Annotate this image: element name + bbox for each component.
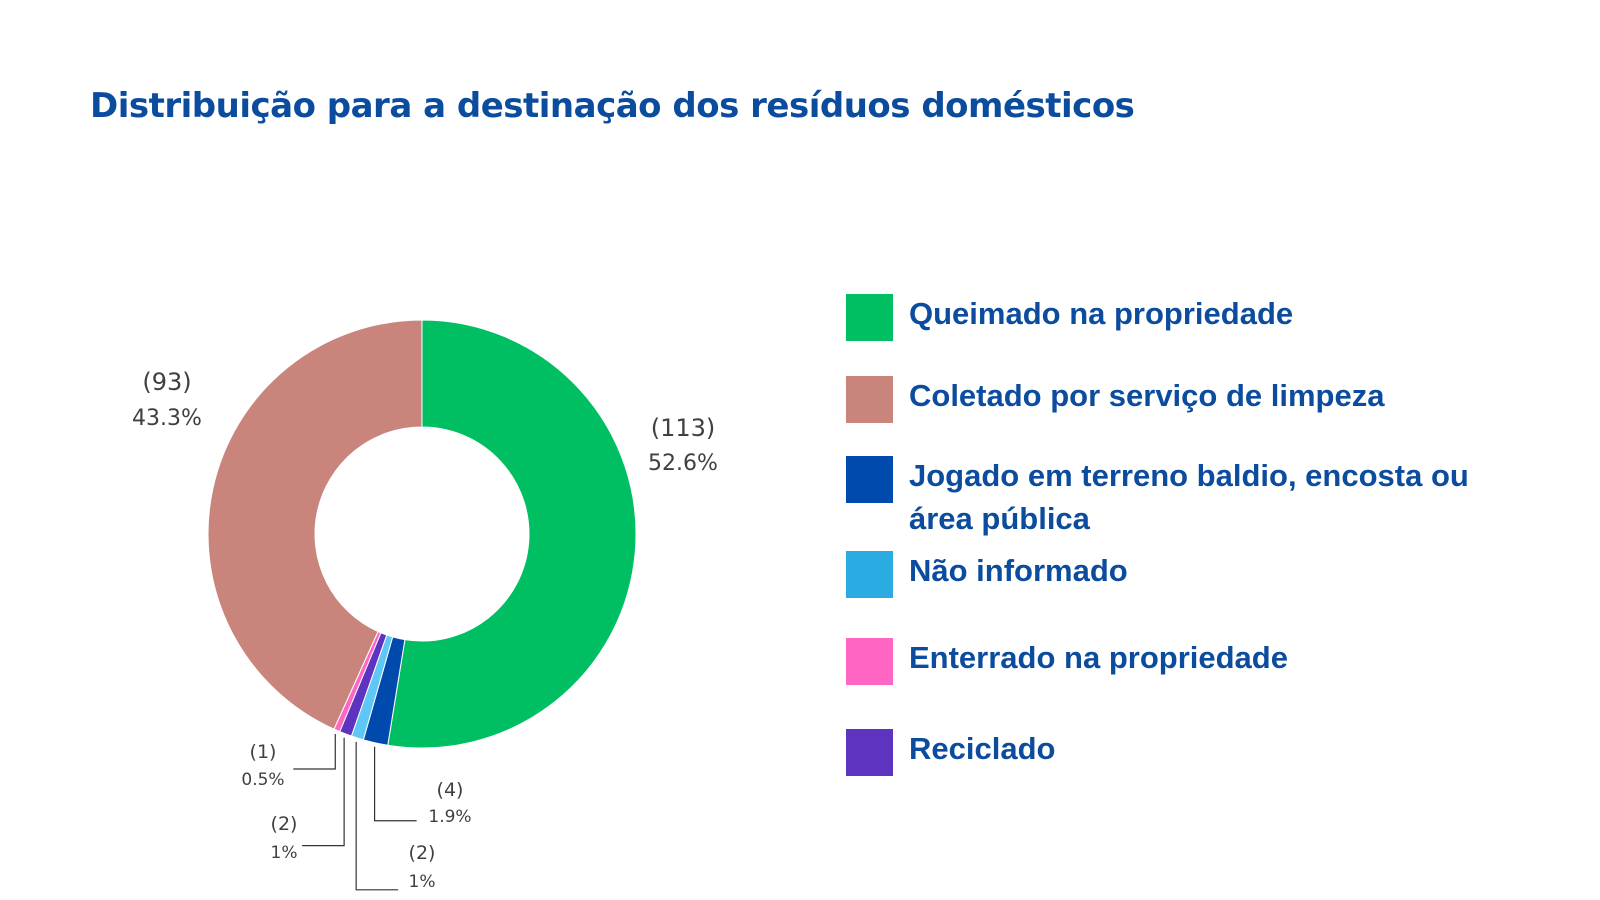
legend-label: Queimado na propriedade: [909, 296, 1294, 331]
leader-line: [293, 734, 336, 770]
legend-swatch: [846, 376, 893, 423]
legend-label: Reciclado: [909, 731, 1056, 766]
data-label-count: (93): [142, 368, 191, 396]
data-label-percent: 1%: [409, 872, 436, 892]
legend: Queimado na propriedade Coletado por ser…: [846, 0, 1566, 900]
donut-slices: [207, 319, 637, 749]
donut-chart: (113) 52.6% (4) 1.9% (2) 1% (2) 1% (1) 0.5% (93) 43…: [132, 319, 718, 892]
data-label-percent: 1%: [271, 843, 298, 863]
legend-label: Jogado em terreno baldio, encosta ou áre…: [909, 458, 1469, 536]
leader-line: [302, 737, 345, 847]
donut-slice: [387, 319, 637, 749]
legend-swatch: [846, 638, 893, 685]
legend-swatch: [846, 729, 893, 776]
legend-label: Enterrado na propriedade: [909, 640, 1288, 675]
donut-slice: [207, 319, 423, 730]
leader-line: [355, 741, 399, 891]
data-label-count: (2): [271, 813, 298, 835]
legend-swatch: [846, 456, 893, 503]
legend-label: Coletado por serviço de limpeza: [909, 378, 1385, 413]
data-label-count: (113): [651, 414, 716, 442]
data-label-percent: 0.5%: [241, 770, 284, 790]
data-label-percent: 52.6%: [648, 451, 718, 476]
data-label-percent: 43.3%: [132, 406, 202, 431]
legend-swatch: [846, 294, 893, 341]
leader-line: [374, 746, 417, 822]
legend-label: Não informado: [909, 553, 1128, 588]
data-label-percent: 1.9%: [428, 807, 471, 827]
data-label-count: (1): [250, 741, 277, 763]
data-labels: (113) 52.6% (4) 1.9% (2) 1% (2) 1% (1) 0.5% (93) 43…: [132, 368, 718, 892]
legend-swatch: [846, 551, 893, 598]
leader-lines: [293, 734, 417, 891]
chart-title: Distribuição para a destinação dos resíd…: [90, 86, 1135, 126]
data-label-count: (2): [409, 842, 436, 864]
data-label-count: (4): [437, 779, 464, 801]
